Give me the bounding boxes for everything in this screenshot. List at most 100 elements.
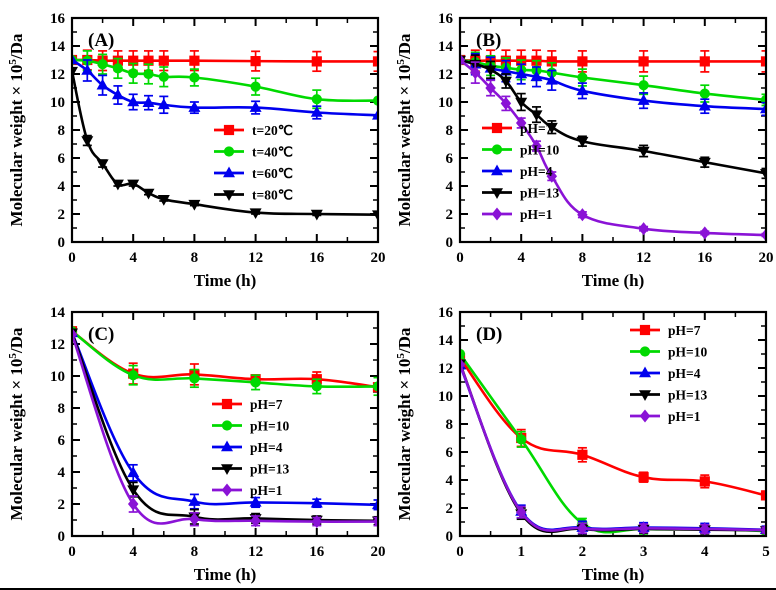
data-point-marker bbox=[760, 56, 765, 67]
y-tick-label: 6 bbox=[58, 433, 66, 449]
data-point-marker bbox=[500, 96, 512, 110]
data-point-marker bbox=[698, 99, 711, 111]
y-tick-label: 8 bbox=[446, 123, 454, 139]
legend-item[interactable]: pH=7 bbox=[482, 121, 553, 136]
x-tick-label: 0 bbox=[456, 544, 464, 560]
y-axis-title: Molecular weight × 105/Da bbox=[7, 327, 26, 520]
legend-item[interactable]: pH=4 bbox=[630, 366, 701, 381]
y-tick-label: 14 bbox=[438, 39, 454, 55]
data-point-marker bbox=[699, 88, 710, 99]
data-point-marker bbox=[371, 110, 377, 120]
legend-label: t=20℃ bbox=[252, 123, 294, 138]
data-point-marker bbox=[158, 71, 169, 82]
legend-marker-triangle-down-icon bbox=[638, 390, 652, 401]
data-point-marker bbox=[189, 55, 200, 66]
y-tick-label: 10 bbox=[50, 95, 65, 111]
y-tick-label: 14 bbox=[50, 39, 66, 55]
data-point-marker bbox=[250, 377, 261, 388]
data-point-marker bbox=[188, 495, 201, 506]
data-point-marker bbox=[127, 485, 140, 497]
legend-item[interactable]: pH=10 bbox=[212, 419, 289, 434]
legend-item[interactable]: t=80℃ bbox=[214, 188, 294, 203]
series-line bbox=[461, 363, 765, 532]
x-tick-label: 12 bbox=[636, 250, 651, 266]
series-line bbox=[73, 330, 377, 389]
data-point-marker bbox=[637, 94, 650, 105]
data-point-marker bbox=[515, 116, 527, 130]
data-point-marker bbox=[371, 210, 377, 220]
data-point-marker bbox=[128, 370, 139, 381]
data-point-marker bbox=[461, 349, 466, 359]
y-tick-label: 2 bbox=[58, 497, 66, 513]
legend-item[interactable]: pH=10 bbox=[482, 143, 559, 158]
chart-svg-a: 0 4 8 12 16 20 0 2 4 6 8 10 12 14 16 Time (h) Molecular … bbox=[7, 11, 386, 290]
x-tick-label: 20 bbox=[371, 250, 386, 266]
legend-item[interactable]: pH=1 bbox=[212, 483, 283, 498]
x-tick-label: 1 bbox=[517, 544, 525, 560]
data-point-marker bbox=[577, 56, 588, 67]
legend-marker-circle-icon bbox=[491, 144, 503, 155]
data-point-marker bbox=[128, 68, 139, 79]
legend-item[interactable]: pH=4 bbox=[212, 440, 283, 455]
x-tick-label: 20 bbox=[759, 250, 774, 266]
legend-label: pH=1 bbox=[668, 409, 701, 424]
series-line bbox=[73, 331, 377, 507]
series-line bbox=[73, 330, 377, 389]
legend-item[interactable]: t=60℃ bbox=[214, 166, 294, 181]
data-point-marker bbox=[96, 78, 109, 90]
data-point-marker bbox=[515, 505, 527, 519]
data-point-marker bbox=[81, 136, 94, 147]
legend-item[interactable]: pH=13 bbox=[212, 462, 289, 477]
series-group bbox=[73, 326, 377, 529]
data-point-marker bbox=[760, 490, 765, 501]
y-tick-label: 0 bbox=[58, 235, 66, 251]
y-tick-label: 4 bbox=[446, 473, 454, 489]
x-tick-label: 4 bbox=[517, 250, 525, 266]
data-point-marker bbox=[499, 76, 512, 88]
data-point-marker bbox=[461, 54, 466, 66]
data-point-marker bbox=[158, 55, 169, 66]
legend-item[interactable]: pH=7 bbox=[212, 397, 283, 412]
y-tick-label: 4 bbox=[58, 465, 66, 481]
data-point-marker bbox=[372, 56, 377, 67]
chart-panel-a: 0 4 8 12 16 20 0 2 4 6 8 10 12 14 16 Time (h) Molecular … bbox=[0, 0, 388, 292]
legend-item[interactable]: pH=10 bbox=[630, 345, 707, 360]
legend-item[interactable]: t=40℃ bbox=[214, 145, 294, 160]
y-tick-label: 16 bbox=[50, 11, 66, 27]
legend-item[interactable]: pH=13 bbox=[630, 388, 707, 403]
legend-item[interactable]: t=20℃ bbox=[214, 123, 294, 138]
legend-marker-diamond-icon bbox=[491, 207, 503, 221]
data-point-marker bbox=[142, 188, 155, 200]
data-point-marker bbox=[545, 73, 558, 85]
data-point-marker bbox=[249, 101, 262, 112]
legend-item[interactable]: pH=13 bbox=[482, 186, 559, 201]
x-tick-label: 12 bbox=[248, 250, 263, 266]
y-tick-label: 14 bbox=[438, 333, 454, 349]
data-point-marker bbox=[112, 63, 124, 74]
data-series bbox=[73, 329, 377, 529]
error-bar bbox=[761, 93, 765, 107]
y-tick-label: 14 bbox=[50, 305, 66, 321]
error-bar bbox=[761, 50, 765, 73]
x-tick-label: 20 bbox=[371, 544, 386, 560]
legend-item[interactable]: pH=1 bbox=[630, 409, 701, 424]
data-series bbox=[73, 50, 377, 110]
chart-panel-d: 0 1 2 3 4 5 0 2 4 6 8 10 12 14 16 Time (h) Molecular wei… bbox=[388, 294, 776, 586]
legend-item[interactable]: pH=1 bbox=[482, 207, 553, 222]
data-point-marker bbox=[577, 521, 588, 535]
y-tick-label: 4 bbox=[446, 179, 454, 195]
legend-label: t=40℃ bbox=[252, 145, 294, 160]
legend-label: pH=7 bbox=[250, 397, 283, 412]
data-point-marker bbox=[127, 497, 139, 511]
legend: pH=7 pH=10 pH=4 pH=13 pH=1 bbox=[482, 121, 559, 222]
panel-label: (A) bbox=[88, 30, 114, 51]
legend-item[interactable]: pH=4 bbox=[482, 164, 553, 179]
y-axis-title: Molecular weight × 105/Da bbox=[395, 327, 414, 520]
legend-marker-circle-icon bbox=[639, 346, 651, 357]
error-bar bbox=[373, 516, 377, 527]
legend-item[interactable]: pH=7 bbox=[630, 323, 701, 338]
data-point-marker bbox=[760, 229, 765, 241]
legend-marker-triangle-up-icon bbox=[222, 166, 236, 178]
legend: pH=7 pH=10 pH=4 pH=13 pH=1 bbox=[212, 397, 289, 498]
y-tick-label: 0 bbox=[446, 235, 454, 251]
